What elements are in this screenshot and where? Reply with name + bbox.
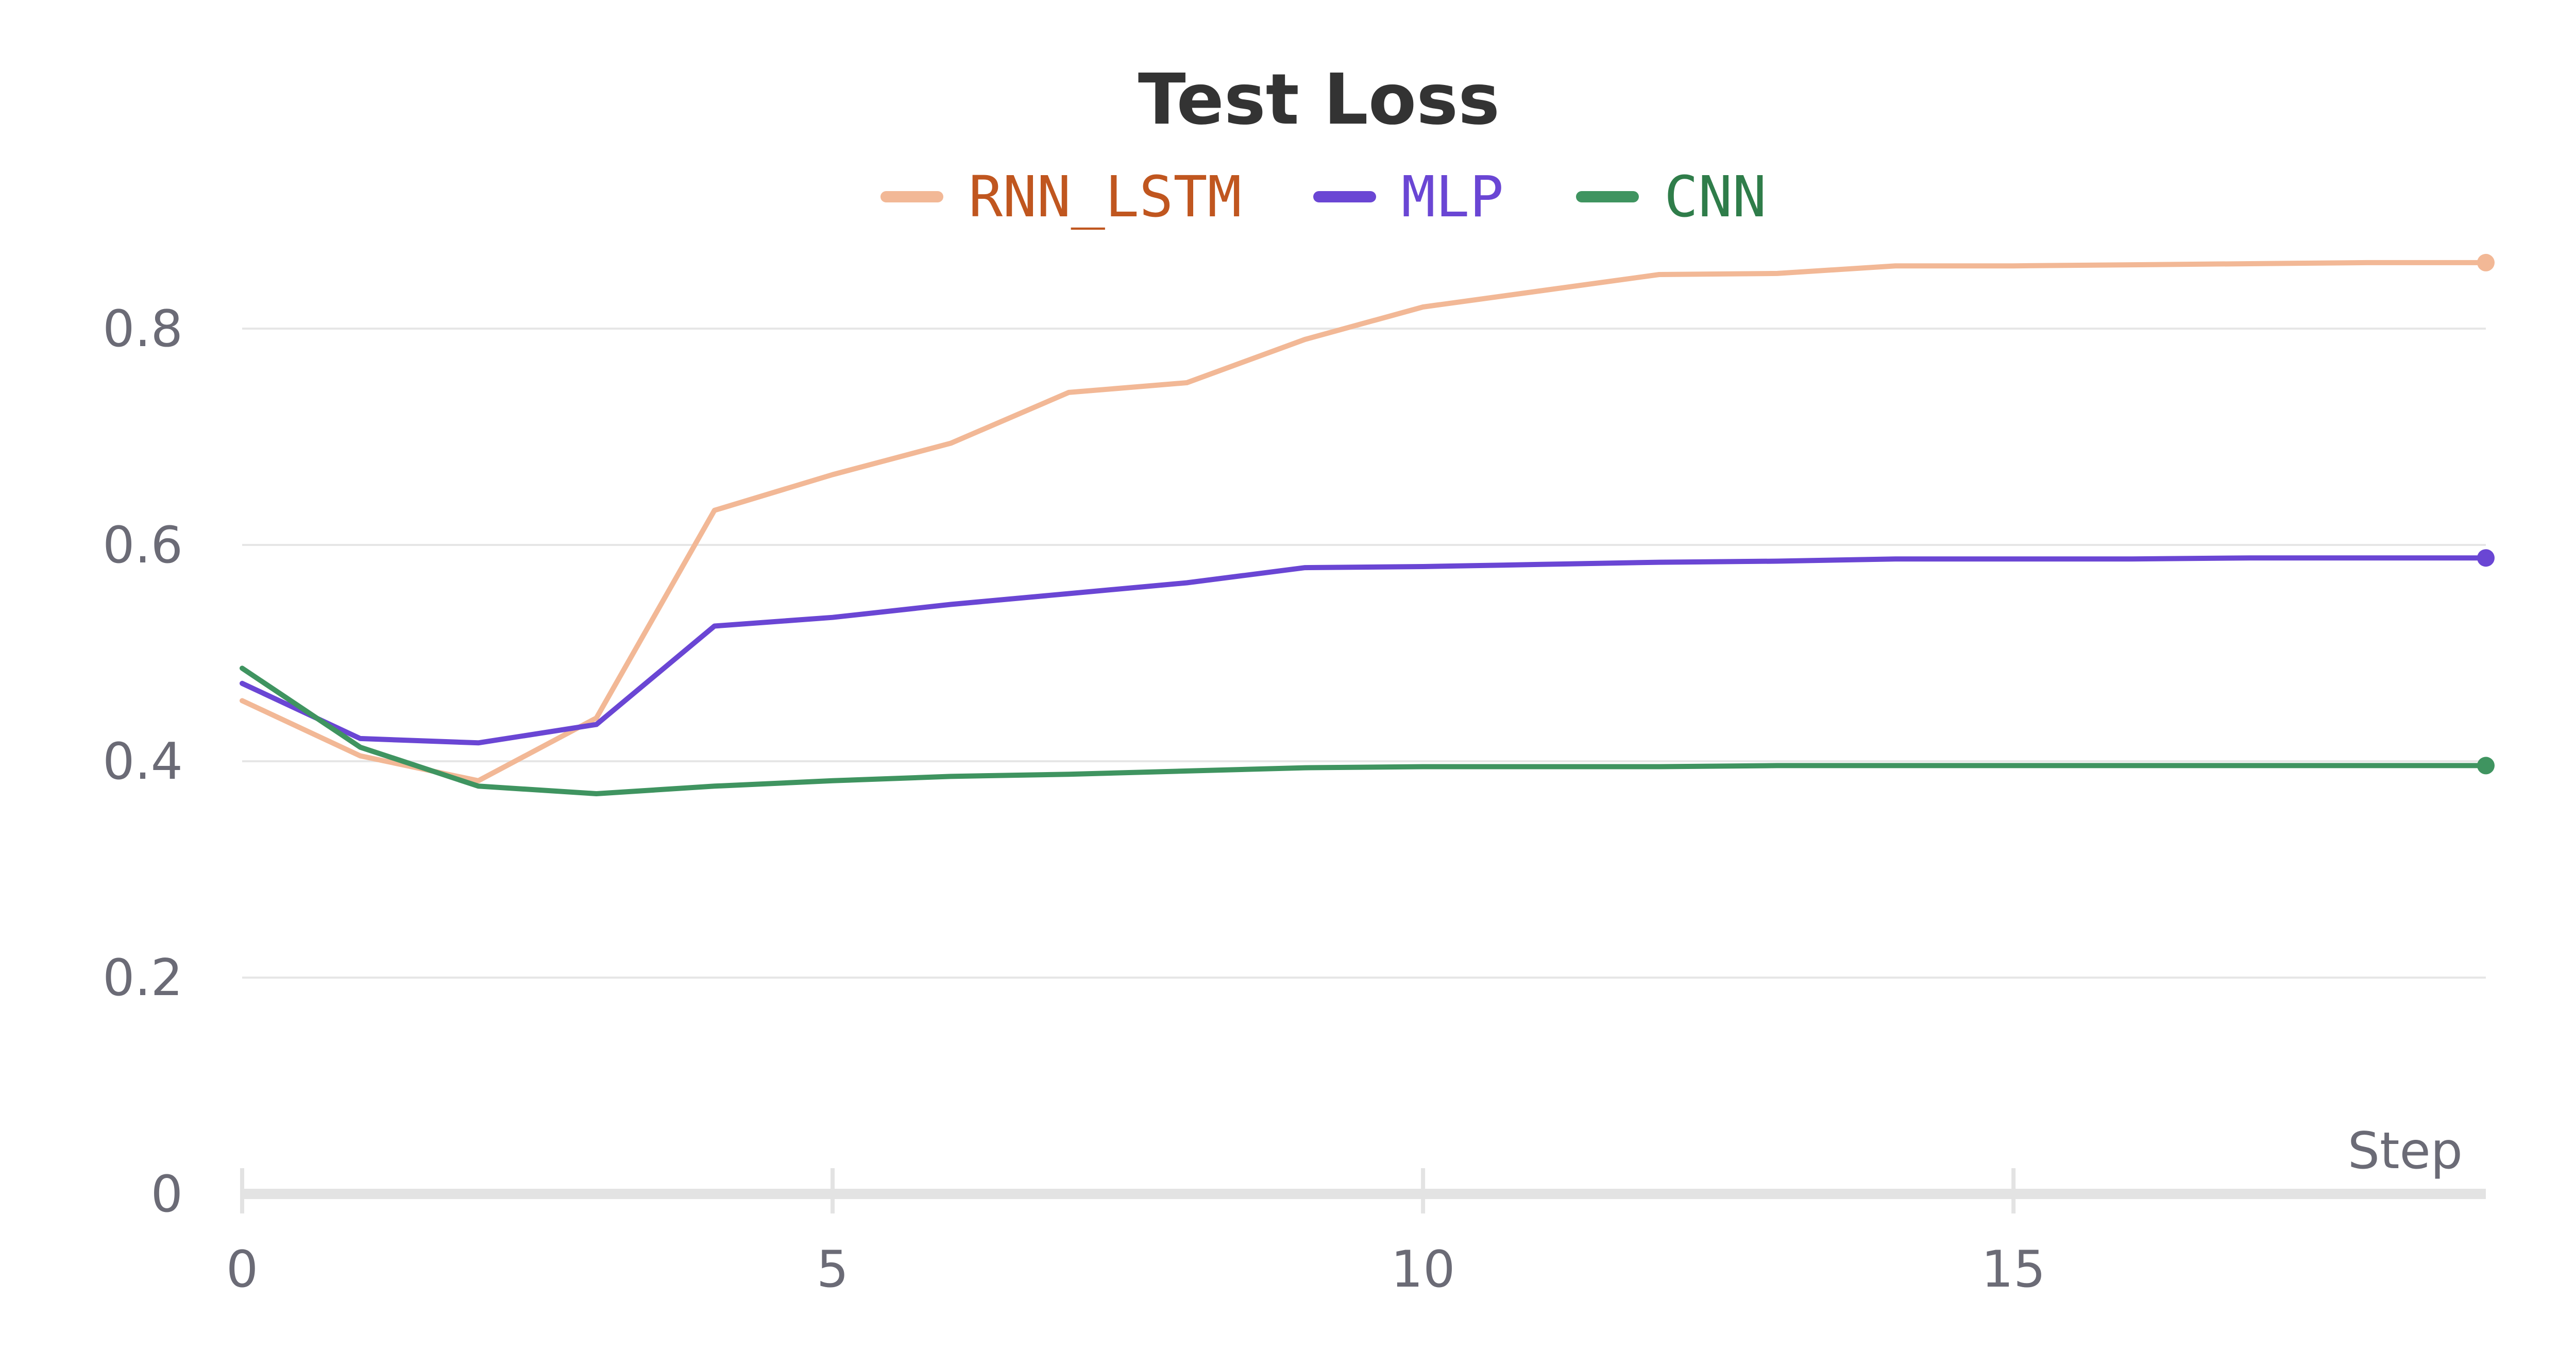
x-tick-label: 10: [1391, 1240, 1455, 1299]
x-axis-label: Step: [2348, 1122, 2463, 1181]
series-end-point-rnn_lstm: [2477, 253, 2495, 271]
y-tick-label: 0.6: [103, 516, 183, 575]
legend-item-rnn_lstm: RNN_LSTM: [880, 164, 1242, 230]
series-end-point-cnn: [2477, 757, 2495, 775]
legend-label: MLP: [1401, 164, 1504, 230]
legend: RNN_LSTM MLP CNN: [880, 164, 1767, 230]
series-layer: [240, 253, 2495, 796]
y-tick-label: 0.4: [103, 732, 183, 791]
x-axis: 0 5 10 15: [226, 1168, 2486, 1299]
legend-item-mlp: MLP: [1313, 164, 1504, 230]
y-axis: 0 0.2 0.4 0.6 0.8: [103, 300, 183, 1224]
x-tick-label: 0: [226, 1240, 258, 1299]
y-tick-label: 0.2: [103, 949, 183, 1007]
grid-lines: [242, 328, 2486, 979]
series-end-point-mlp: [2477, 549, 2495, 567]
series-line-cnn: [240, 665, 2488, 796]
y-tick-label: 0.8: [103, 300, 183, 358]
series-line-mlp: [240, 555, 2488, 746]
x-tick-label: 15: [1981, 1240, 2046, 1299]
legend-label: CNN: [1664, 164, 1767, 230]
series-line-rnn_lstm: [240, 260, 2488, 783]
legend-item-cnn: CNN: [1576, 164, 1767, 230]
x-tick-label: 5: [817, 1240, 849, 1299]
chart-title: Test Loss: [1138, 59, 1500, 141]
y-tick-label: 0: [151, 1165, 183, 1224]
legend-label: RNN_LSTM: [969, 164, 1242, 230]
